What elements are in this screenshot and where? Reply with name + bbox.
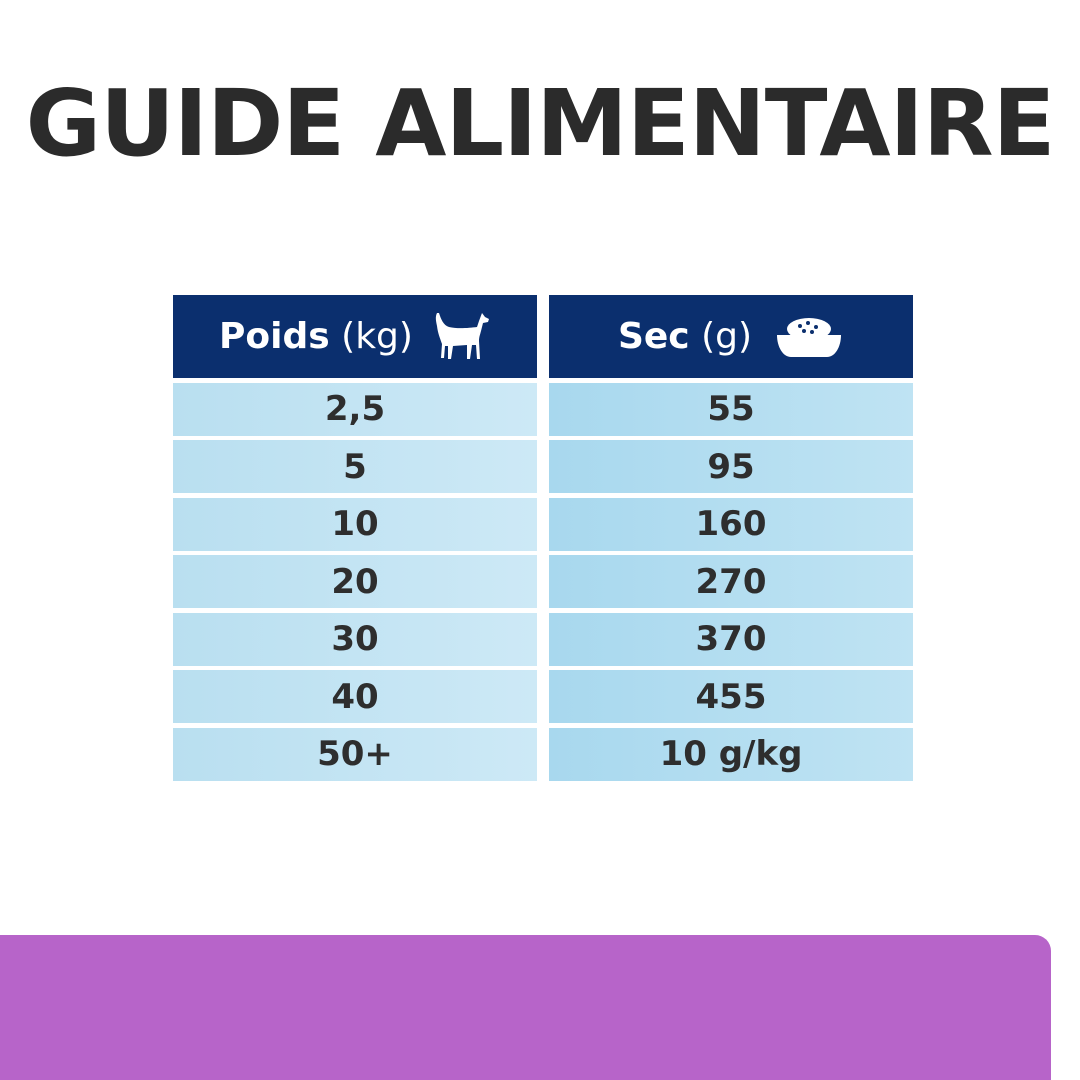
dry-food-header-unit: (g) xyxy=(701,316,753,357)
weight-column: Poids (kg) 2,5 5 10 20 30 40 50+ xyxy=(173,295,537,781)
dry-food-header-label: Sec xyxy=(617,316,690,357)
table-row: 30 xyxy=(173,612,537,666)
dog-icon xyxy=(435,311,491,363)
weight-cell: 50+ xyxy=(317,734,393,774)
table-row: 270 xyxy=(549,555,913,608)
weight-header-label: Poids xyxy=(219,316,330,357)
weight-cell: 2,5 xyxy=(324,389,386,429)
dry-food-cell: 10 g/kg xyxy=(659,734,803,774)
weight-cell: 30 xyxy=(331,619,379,659)
table-row: 50+ xyxy=(173,727,537,781)
dry-food-header: Sec (g) xyxy=(549,295,913,378)
weight-header: Poids (kg) xyxy=(173,295,537,378)
dry-food-cell: 455 xyxy=(695,676,767,717)
weight-cell: 10 xyxy=(331,504,379,544)
dry-food-cell: 95 xyxy=(707,446,755,487)
weight-header-unit: (kg) xyxy=(341,316,413,357)
table-row: 55 xyxy=(549,382,913,436)
dry-food-column: Sec (g) 55 95 160 270 370 455 10 g/kg xyxy=(549,295,913,781)
purple-banner xyxy=(0,935,1051,1080)
table-row: 10 xyxy=(173,497,537,551)
table-row: 95 xyxy=(549,440,913,493)
table-row: 2,5 xyxy=(173,382,537,436)
dry-food-cell: 160 xyxy=(695,504,767,544)
table-row: 370 xyxy=(549,612,913,666)
table-row: 455 xyxy=(549,670,913,723)
dry-food-cell: 270 xyxy=(695,561,767,602)
dry-food-cell: 55 xyxy=(707,389,755,429)
table-row: 40 xyxy=(173,670,537,723)
weight-cell: 40 xyxy=(331,676,379,717)
weight-cell: 5 xyxy=(343,446,367,487)
weight-cell: 20 xyxy=(331,561,379,602)
table-row: 10 g/kg xyxy=(549,727,913,781)
food-bowl-icon xyxy=(774,315,844,359)
table-row: 5 xyxy=(173,440,537,493)
table-row: 20 xyxy=(173,555,537,608)
dry-food-cell: 370 xyxy=(695,619,767,659)
page-title: GUIDE ALIMENTAIRE xyxy=(25,70,1056,177)
table-row: 160 xyxy=(549,497,913,551)
